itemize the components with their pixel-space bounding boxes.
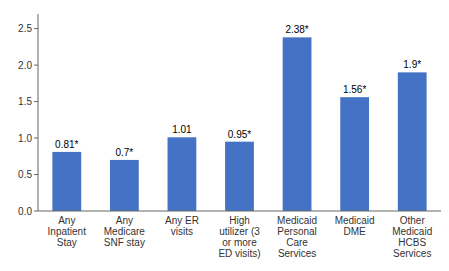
x-tick-label: AnyMedicareSNF stay: [104, 215, 146, 248]
data-label: 1.56*: [343, 84, 366, 95]
data-label: 1.9*: [403, 59, 421, 70]
data-label: 0.95*: [228, 129, 251, 140]
bar: [168, 137, 197, 211]
y-tick: [34, 101, 38, 102]
y-tick: [34, 28, 38, 29]
x-axis-line: [38, 211, 441, 212]
x-tick-label: Any ERvisits: [165, 215, 199, 237]
y-axis-line: [38, 14, 39, 211]
x-tick-label: MedicaidPersonalCareServices: [277, 215, 317, 259]
chart: 0.0 0.5 1.0 1.5 2.0 2.5 0.81* 0.7* 1.01 0.95* 2.38…: [0, 0, 449, 271]
y-tick-label: 0.5: [18, 169, 32, 180]
chart-container: 0.0 0.5 1.0 1.5 2.0 2.5 0.81* 0.7* 1.01 0.95* 2.38…: [0, 0, 449, 271]
y-tick: [34, 65, 38, 66]
data-label: 0.7*: [115, 147, 133, 158]
y-tick-label: 1.5: [18, 96, 32, 107]
bar: [283, 37, 312, 211]
x-tick-label: MedicaidDME: [335, 215, 375, 237]
y-tick-label: 1.0: [18, 133, 32, 144]
data-label: 1.01: [172, 124, 192, 135]
y-tick-label: 0.0: [18, 206, 32, 217]
bar: [52, 152, 81, 211]
bar: [110, 160, 139, 211]
y-tick: [34, 211, 38, 212]
data-label: 2.38*: [285, 24, 308, 35]
y-tick-label: 2.0: [18, 60, 32, 71]
y-tick-label: 2.5: [18, 23, 32, 34]
x-tick-label: OtherMedicaidHCBSServices: [392, 215, 432, 259]
data-label: 0.81*: [55, 139, 78, 150]
bar: [340, 97, 369, 211]
bars: [52, 37, 426, 211]
bar: [225, 142, 254, 211]
bar: [398, 72, 427, 211]
x-tick-label: Highutilizer (3or moreED visits): [218, 215, 260, 259]
x-tick-label: AnyInpatientStay: [48, 215, 87, 248]
y-tick: [34, 138, 38, 139]
y-tick: [34, 174, 38, 175]
